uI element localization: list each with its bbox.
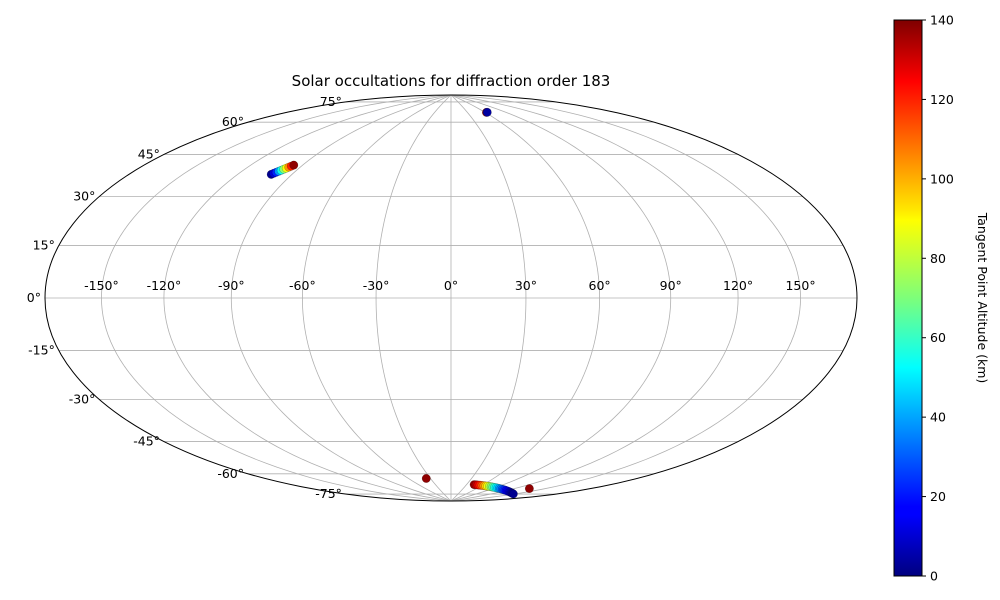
colorbar-tick-label: 20	[930, 489, 946, 504]
colorbar-tick-label: 140	[930, 13, 954, 28]
colorbar-ticks: 0 20 40 60 80 100 120 140	[922, 13, 954, 584]
occultation-point	[482, 107, 492, 117]
latitude-tick-labels: -75° -60° -45° -30° -15° 0° 15° 30° 45° 60° 75°	[27, 94, 342, 501]
meridian-gridline	[301, 95, 452, 501]
lat-tick-label: -45°	[133, 434, 160, 449]
longitude-tick-labels: -150° -120° -90° -60° -30° 0° 30° 60° 90° 120° 150…	[84, 278, 815, 293]
lon-tick-label: 30°	[515, 278, 537, 293]
lon-tick-label: 150°	[785, 278, 815, 293]
lat-tick-label: -75°	[315, 486, 342, 501]
lon-tick-label: -90°	[218, 278, 245, 293]
lon-tick-label: -30°	[363, 278, 390, 293]
lon-tick-label: 60°	[589, 278, 611, 293]
lon-tick-label: 120°	[723, 278, 753, 293]
meridian-gridline	[450, 95, 801, 501]
colorbar-tick-label: 80	[930, 251, 946, 266]
lon-tick-label: 0°	[444, 278, 458, 293]
chart-title: Solar occultations for diffraction order…	[292, 72, 611, 90]
lat-tick-label: 15°	[33, 237, 55, 252]
lon-tick-label: -60°	[289, 278, 316, 293]
meridian-gridline	[230, 95, 452, 501]
meridian-gridline	[450, 95, 672, 501]
occultation-point	[421, 474, 431, 483]
map-grid	[45, 95, 857, 501]
lat-tick-label: -30°	[69, 392, 96, 407]
lat-tick-label: 45°	[138, 146, 160, 161]
colorbar-label: Tangent Point Altitude (km)	[975, 212, 990, 384]
lat-tick-label: 0°	[27, 290, 41, 305]
colorbar-tick-label: 120	[930, 92, 954, 107]
meridian-gridline	[450, 95, 527, 501]
meridian-gridline	[163, 95, 452, 501]
colorbar	[893, 19, 923, 577]
colorbar-tick-label: 60	[930, 330, 946, 345]
map-boundary	[44, 94, 858, 502]
scatter-points	[266, 107, 534, 499]
colorbar-tick-label: 100	[930, 171, 954, 186]
meridian-gridline	[101, 95, 452, 501]
lon-tick-label: 90°	[660, 278, 682, 293]
colorbar-tick-label: 40	[930, 410, 946, 425]
meridian-gridline	[450, 95, 601, 501]
lat-tick-label: -60°	[217, 466, 244, 481]
lon-tick-label: -150°	[84, 278, 119, 293]
colorbar-tick-label: 0	[930, 569, 938, 584]
occultation-point	[508, 489, 518, 499]
occultation-point	[289, 160, 299, 170]
lat-tick-label: 60°	[222, 114, 244, 129]
lat-tick-label: 30°	[73, 189, 95, 204]
meridian-gridline	[450, 95, 739, 501]
lon-tick-label: -120°	[147, 278, 182, 293]
lat-tick-label: -15°	[28, 343, 55, 358]
meridian-gridline	[375, 95, 452, 501]
occultation-point	[524, 484, 534, 494]
lat-tick-label: 75°	[320, 94, 342, 109]
